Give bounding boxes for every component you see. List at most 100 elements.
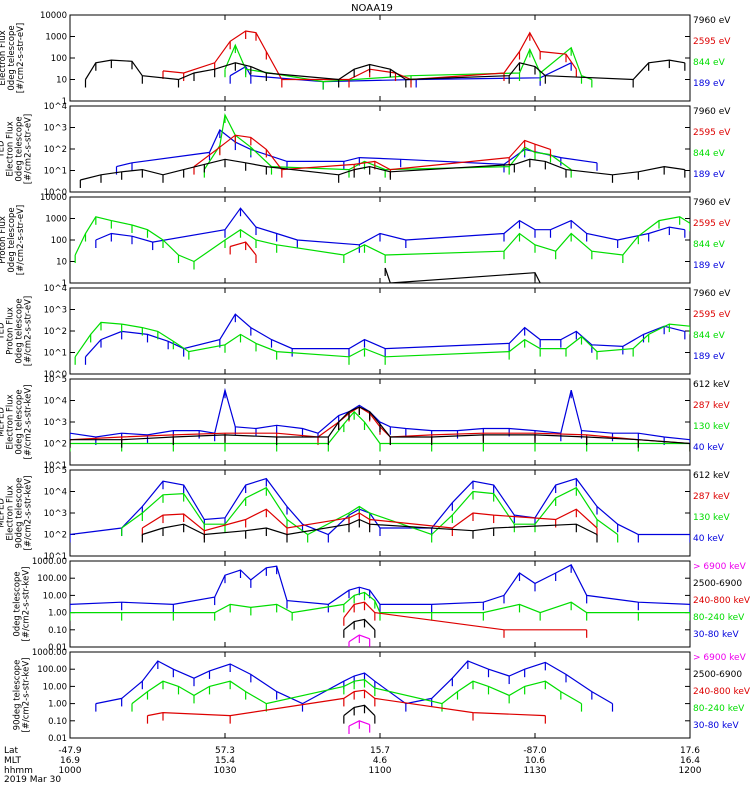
series-line-red (230, 241, 257, 256)
panel-frame (69, 14, 691, 102)
y-axis-label-line: MEPED (0, 407, 7, 437)
y-axis-label-line: Proton Flux (6, 307, 16, 355)
y-axis-label-line: Electron Flux (6, 394, 16, 449)
series-line-blue (70, 477, 690, 536)
legend-entry: 2595 eV (693, 219, 731, 229)
legend-entry: 240-800 keV (693, 687, 750, 697)
y-tick-label: 0.01 (48, 734, 67, 744)
series-line-black (70, 406, 690, 445)
panel: 10000 1000 100 10 1 Proton Flux 0deg telescope… (0, 193, 731, 289)
x-row-label: Lat (4, 746, 19, 756)
chart-title: NOAA19 (351, 3, 393, 14)
legend-entry: > 6900 keV (693, 653, 747, 663)
y-tick-label: 10^2 (44, 145, 67, 155)
y-tick-label: 10^1 (44, 552, 67, 562)
x-tick-label: 4.6 (373, 756, 388, 766)
series-line-red (70, 406, 690, 445)
series-line-blue (70, 387, 690, 441)
y-tick-label: 10.00 (43, 682, 67, 692)
y-tick-label: 10^4 (44, 284, 67, 294)
y-tick-label: 10^5 (44, 375, 67, 385)
x-tick-label: 1130 (524, 766, 547, 776)
legend-entry: 2595 eV (693, 128, 731, 138)
series-group (74, 207, 690, 283)
series-line-black (80, 158, 685, 181)
y-tick-label: 10000 (40, 193, 67, 203)
y-axis-label-line: 90deg telescope (13, 660, 23, 731)
series-group (70, 387, 690, 452)
panel: 1000.00 100.00 10.00 1.00 0.10 0.01 90deg tele… (13, 648, 750, 744)
date-label: 2019 Mar 30 (4, 775, 61, 785)
y-axis-label: Electron Flux 0deg telescope [#/cm2-s-str-… (0, 23, 26, 93)
series-line-red (343, 601, 587, 631)
y-axis-label-line: MEPED (0, 498, 7, 528)
legend-entry: 612 keV (693, 471, 730, 481)
y-axis-label-line: [#/cm2-s-str-eV] (16, 23, 26, 93)
series-line-green (74, 321, 690, 358)
y-axis-label-line: [#/cm2-s-str-eV] (24, 114, 34, 184)
y-tick-label: 10^2 (44, 327, 67, 337)
y-tick-label: 10 (56, 258, 67, 268)
y-axis-label-line: Proton Flux (0, 216, 8, 264)
legend-entry: 2595 eV (693, 37, 731, 47)
legend-entry: 80-240 keV (693, 704, 745, 714)
series-line-blue (70, 563, 690, 606)
panel: 10000 1000 100 10 1 Electron Flux 0deg telesco… (0, 11, 731, 107)
series-group (84, 30, 686, 90)
y-axis-label-line: 0deg telescope (15, 389, 25, 454)
series-line-black (384, 267, 541, 283)
y-axis-label-line: 0deg telescope (7, 25, 17, 90)
y-axis-label-line: TED (0, 322, 7, 341)
legend-entry: 130 keV (693, 422, 730, 432)
y-tick-label: 1 (62, 97, 67, 107)
x-tick-label: 1030 (214, 766, 237, 776)
legend-entry: 30-80 keV (693, 630, 739, 640)
y-axis-label: Proton Flux 0deg telescope [#/cm2-s-str-eV… (0, 205, 26, 275)
legend-entry: 2500-6900 (693, 670, 742, 680)
x-tick-label: 1200 (679, 766, 702, 776)
y-axis-label-line: Electron Flux (0, 30, 8, 85)
series-line-blue (95, 660, 613, 705)
x-row-label: MLT (4, 756, 22, 766)
y-axis-label: MEPED Electron Flux 90deg telescope [#/cm2-… (0, 476, 34, 551)
y-tick-label: 100.00 (37, 665, 67, 675)
legend-entry: 287 keV (693, 401, 730, 411)
panel: 10^4 10^3 10^2 10^1 10^0 TED Electron Flux 0deg… (0, 102, 731, 198)
legend-entry: > 6900 keV (693, 562, 747, 572)
series-group (70, 477, 690, 543)
y-axis-label-line: Electron Flux (6, 121, 16, 176)
series-line-green (121, 486, 619, 536)
x-tick-label: 17.6 (680, 746, 700, 756)
legend-entry: 287 keV (693, 492, 730, 502)
series-group (70, 563, 690, 647)
y-axis-label-line: [#/cm2-s-str-keV] (24, 476, 34, 551)
y-axis-label: TED Proton Flux 0deg telescope [#/cm2-s-str… (0, 296, 34, 366)
y-tick-label: 1000.00 (32, 648, 67, 658)
series-line-blue (95, 207, 685, 246)
y-axis-label-line: Electron Flux (6, 485, 16, 540)
y-axis-label: 90deg telescope [#/cm2-s-str-keV] (13, 658, 32, 733)
y-tick-label: 10^0 (44, 188, 67, 198)
series-line-blue (85, 313, 685, 358)
legend-entry: 7960 eV (693, 107, 731, 117)
series-line-black (142, 518, 598, 536)
y-tick-label: 100 (51, 54, 67, 64)
legend-entry: 189 eV (693, 79, 726, 89)
legend-entry: 80-240 keV (693, 613, 745, 623)
legend-entry: 40 keV (693, 443, 725, 453)
x-tick-label: 16.4 (680, 756, 700, 766)
series-line-black (343, 704, 376, 717)
y-tick-label: 0.01 (48, 643, 67, 653)
series-line-green (224, 43, 593, 83)
series-line-red (141, 508, 598, 532)
y-axis-label: TED Electron Flux 0deg telescope [#/cm2-s-s… (0, 114, 34, 184)
y-axis-label-line: 90deg telescope (15, 478, 25, 549)
y-tick-label: 0.10 (48, 626, 67, 636)
x-tick-label: 1000 (59, 766, 82, 776)
y-tick-label: 100 (51, 236, 67, 246)
legend-entry: 7960 eV (693, 289, 731, 299)
panel: 10^5 10^4 10^3 10^2 10^1 MEPED Electron Flux 0d… (0, 375, 730, 471)
